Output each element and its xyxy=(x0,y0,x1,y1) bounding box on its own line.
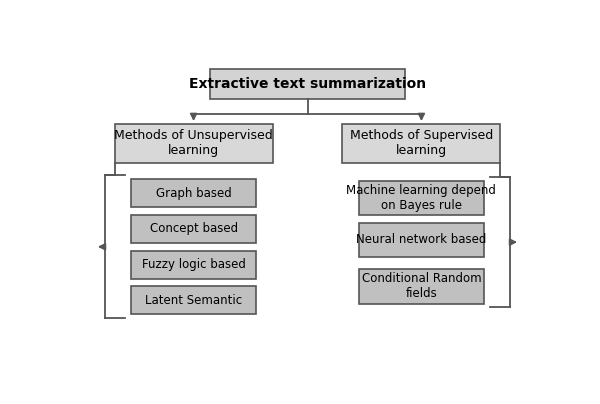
FancyBboxPatch shape xyxy=(131,179,256,207)
FancyBboxPatch shape xyxy=(343,124,500,163)
Text: Extractive text summarization: Extractive text summarization xyxy=(189,77,426,91)
FancyBboxPatch shape xyxy=(131,286,256,314)
FancyBboxPatch shape xyxy=(359,181,484,215)
Text: Latent Semantic: Latent Semantic xyxy=(145,294,242,307)
FancyBboxPatch shape xyxy=(359,269,484,303)
FancyBboxPatch shape xyxy=(210,69,405,99)
Text: Neural network based: Neural network based xyxy=(356,233,487,246)
FancyBboxPatch shape xyxy=(115,124,272,163)
Text: Methods of Unsupervised
learning: Methods of Unsupervised learning xyxy=(114,129,273,158)
FancyBboxPatch shape xyxy=(359,223,484,257)
FancyBboxPatch shape xyxy=(131,215,256,243)
Text: Graph based: Graph based xyxy=(156,187,232,200)
FancyBboxPatch shape xyxy=(131,250,256,279)
Text: Fuzzy logic based: Fuzzy logic based xyxy=(142,258,245,271)
Text: Machine learning depend
on Bayes rule: Machine learning depend on Bayes rule xyxy=(346,184,496,212)
Text: Conditional Random
fields: Conditional Random fields xyxy=(362,272,481,301)
Text: Concept based: Concept based xyxy=(149,223,238,236)
Text: Methods of Supervised
learning: Methods of Supervised learning xyxy=(350,129,493,158)
